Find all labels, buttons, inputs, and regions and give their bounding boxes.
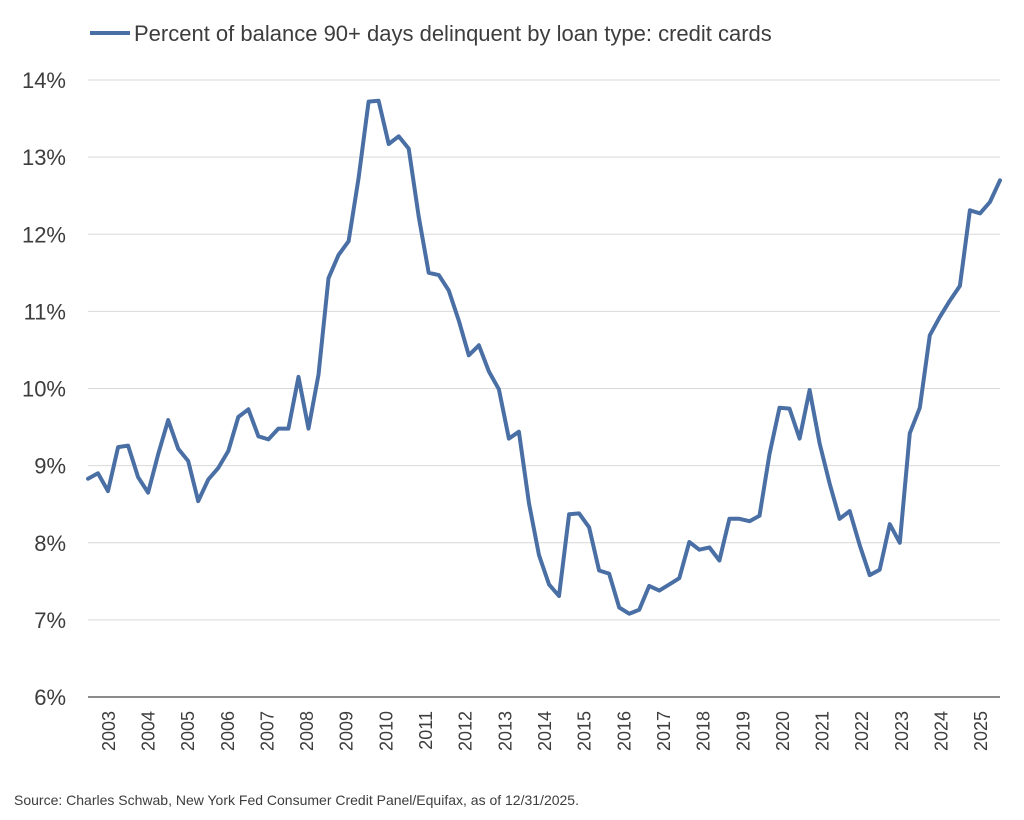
y-tick-label: 9% <box>34 454 66 479</box>
x-tick-label: 2005 <box>178 711 198 751</box>
x-tick-label: 2018 <box>694 711 714 751</box>
y-tick-label: 6% <box>34 685 66 710</box>
x-tick-label: 2012 <box>456 711 476 751</box>
line-chart: Percent of balance 90+ days delinquent b… <box>22 21 1002 751</box>
x-tick-label: 2016 <box>614 711 634 751</box>
x-tick-label: 2024 <box>932 711 952 751</box>
legend-label: Percent of balance 90+ days delinquent b… <box>134 21 772 46</box>
y-axis: 6% 7% 8% 9% 10% 11% 12% 13% 14% <box>22 68 66 710</box>
y-tick-label: 10% <box>22 377 66 402</box>
x-tick-label: 2013 <box>495 711 515 751</box>
y-tick-label: 8% <box>34 531 66 556</box>
x-tick-label: 2017 <box>654 711 674 751</box>
y-tick-label: 12% <box>22 222 66 247</box>
x-tick-label: 2006 <box>218 711 238 751</box>
y-tick-label: 11% <box>24 299 66 324</box>
x-tick-label: 2025 <box>971 711 991 751</box>
y-tick-label: 14% <box>22 68 66 93</box>
gridlines <box>88 79 1000 621</box>
x-tick-label: 2023 <box>892 711 912 751</box>
x-tick-label: 2011 <box>416 711 436 750</box>
x-tick-label: 2004 <box>138 711 158 751</box>
y-tick-label: 7% <box>34 608 66 633</box>
series-line <box>86 98 1002 616</box>
legend: Percent of balance 90+ days delinquent b… <box>90 21 772 46</box>
x-tick-label: 2009 <box>337 711 357 751</box>
x-tick-label: 2014 <box>535 711 555 751</box>
x-tick-label: 2015 <box>575 711 595 751</box>
x-tick-label: 2003 <box>99 711 119 751</box>
source-note: Source: Charles Schwab, New York Fed Con… <box>14 792 579 808</box>
x-tick-label: 2022 <box>852 711 872 751</box>
x-tick-label: 2019 <box>733 711 753 751</box>
x-tick-label: 2021 <box>813 711 833 751</box>
x-tick-label: 2020 <box>773 711 793 751</box>
x-tick-label: 2010 <box>376 711 396 751</box>
series-layer <box>86 98 1002 616</box>
x-tick-label: 2007 <box>257 711 277 751</box>
y-tick-label: 13% <box>22 145 66 170</box>
x-axis: 2003 2004 2005 2006 2007 2008 2009 2010 2011 2012… <box>88 696 1000 751</box>
x-tick-label: 2008 <box>297 711 317 751</box>
